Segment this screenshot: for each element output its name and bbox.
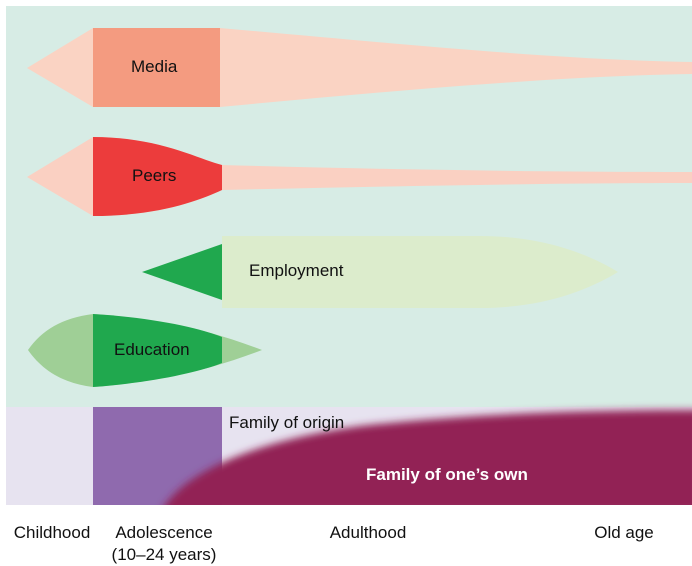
stage-adulthood-text: Adulthood	[329, 523, 407, 542]
stage-adolescence-label: Adolescence (10–24 years)	[100, 522, 228, 566]
education-label: Education	[114, 340, 190, 359]
peers-stream-dark	[93, 137, 222, 216]
stage-old-age-text: Old age	[594, 523, 654, 542]
stage-old-age-label: Old age	[576, 522, 672, 544]
left-margin	[0, 0, 6, 506]
media-label: Media	[131, 57, 178, 76]
stage-adolescence-range: (10–24 years)	[111, 545, 217, 564]
top-margin	[0, 0, 692, 6]
stage-adolescence-text: Adolescence	[115, 523, 213, 542]
media-stream-dark	[93, 28, 220, 107]
education-stream-dark	[93, 314, 222, 387]
lower-margin	[0, 505, 692, 566]
employment-stream-dark	[142, 244, 222, 300]
family-own-area	[162, 410, 692, 512]
employment-stream-light	[222, 236, 618, 308]
stage-adulthood-label: Adulthood	[318, 522, 418, 544]
stage-childhood-label: Childhood	[4, 522, 100, 544]
family-origin-label: Family of origin	[229, 413, 345, 432]
stage-childhood-text: Childhood	[13, 523, 91, 542]
peers-label: Peers	[132, 166, 177, 185]
employment-label: Employment	[249, 261, 344, 280]
family-own-label: Family of one’s own	[366, 465, 528, 484]
